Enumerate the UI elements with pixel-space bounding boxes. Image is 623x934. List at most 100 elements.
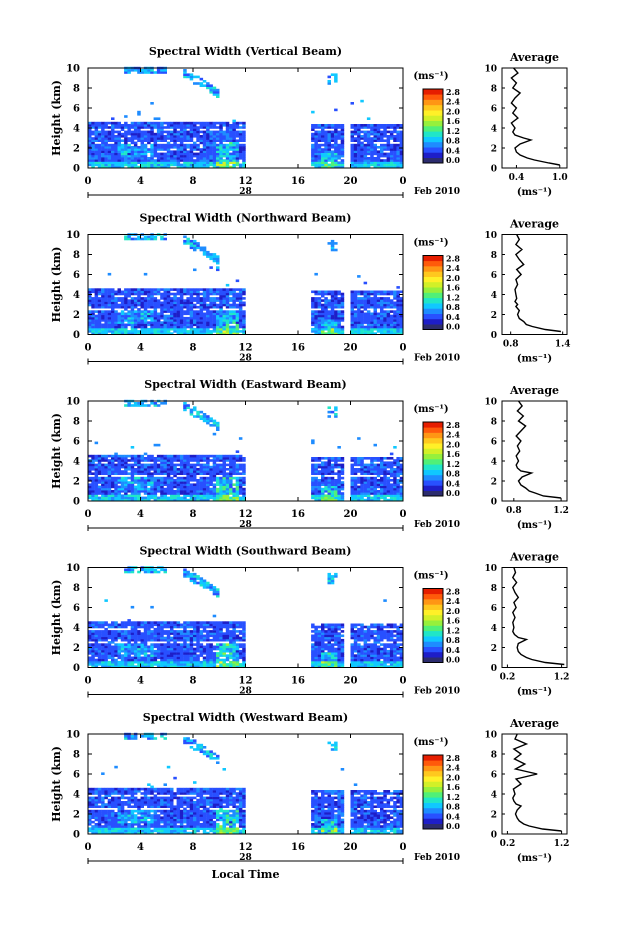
heatmap-cell	[183, 455, 187, 458]
heatmap-cell	[216, 488, 220, 491]
heatmap-cell	[177, 131, 181, 134]
heatmap-cell	[341, 310, 345, 313]
y-tick-label: 6	[73, 104, 80, 115]
heatmap-cell	[321, 457, 325, 460]
heatmap-cell	[390, 457, 394, 460]
heatmap-cell	[114, 122, 118, 125]
heatmap-cell	[154, 444, 158, 447]
profile-y-tick-label: 6	[491, 105, 497, 115]
heatmap-cell	[203, 313, 207, 316]
heatmap-cell	[396, 144, 400, 147]
colorbar-swatch	[423, 126, 443, 132]
heatmap-cell	[157, 288, 161, 291]
heatmap-cell	[196, 468, 200, 471]
heatmap-cell	[101, 477, 105, 480]
heatmap-cell	[387, 457, 391, 460]
heatmap-cell	[104, 122, 108, 125]
heatmap-cell	[223, 288, 227, 291]
heatmap-cell	[396, 457, 400, 460]
heatmap-cell	[144, 497, 148, 500]
heatmap-cell	[183, 299, 187, 302]
heatmap-cell	[311, 477, 315, 480]
profile-x-tick-label: 0.8	[503, 340, 519, 350]
heatmap-cell	[383, 144, 387, 147]
heatmap-cell	[190, 144, 194, 147]
heatmap-cell	[91, 131, 95, 134]
heatmap-cell	[232, 455, 236, 458]
heatmap-cell	[239, 330, 243, 333]
heatmap-cell	[108, 459, 112, 462]
heatmap-cell	[118, 131, 122, 134]
heatmap-cell	[328, 406, 332, 409]
colorbar-tick-label: 0.4	[446, 145, 460, 155]
heatmap-cell	[160, 302, 164, 305]
heatmap-cell	[131, 122, 135, 125]
heatmap-cell	[341, 124, 345, 127]
colorbar-swatch	[423, 319, 443, 325]
heatmap-cell	[121, 455, 125, 458]
heatmap-cell	[364, 477, 368, 480]
heatmap-cell	[328, 291, 332, 294]
heatmap-cell	[213, 455, 217, 458]
heatmap-cell	[186, 404, 190, 407]
profile-y-tick-label: 0	[491, 498, 497, 508]
colorbar-unit-label: (ms⁻¹)	[413, 238, 448, 249]
heatmap-cell	[324, 457, 328, 460]
heatmap-cell	[242, 131, 246, 134]
heatmap-cell	[95, 659, 99, 662]
heatmap-cell	[206, 122, 210, 125]
heatmap-cell	[328, 124, 332, 127]
heatmap-cell	[167, 455, 171, 458]
colorbar-swatch	[423, 308, 443, 314]
heatmap-cell	[370, 313, 374, 316]
heatmap-cell	[324, 297, 328, 300]
heatmap-cell	[124, 115, 128, 118]
panel-1: Spectral Width (Vertical Beam)0246810Hei…	[50, 45, 568, 198]
x-tick-label: 8	[190, 509, 197, 520]
heatmap-cell	[226, 455, 230, 458]
colorbar-tick-label: 1.2	[446, 459, 460, 469]
heatmap-cell	[242, 310, 246, 313]
heatmap-cell	[387, 470, 391, 473]
colorbar-tick-label: 2.0	[446, 106, 460, 116]
colorbar-swatch	[423, 287, 443, 293]
heatmap-cell	[357, 291, 361, 294]
heatmap-cell	[131, 464, 135, 467]
heatmap-cell	[137, 288, 141, 291]
heatmap-cell	[134, 122, 138, 125]
heatmap-cell	[127, 299, 130, 302]
heatmap-cell	[351, 477, 355, 480]
heatmap-cell	[393, 124, 397, 127]
heatmap-cell	[357, 468, 361, 471]
x-tick-label: 4	[137, 176, 144, 187]
date-day-label: 28	[239, 520, 252, 530]
heatmap-cell	[331, 144, 335, 147]
heatmap-cell	[232, 326, 236, 329]
y-tick-label: 8	[73, 84, 80, 95]
heatmap-cell	[377, 313, 381, 316]
heatmap-cell	[98, 131, 102, 134]
heatmap-cell	[121, 297, 125, 300]
heatmap-cell	[147, 455, 151, 458]
colorbar-swatch	[423, 89, 443, 95]
heatmap-cell	[206, 455, 210, 458]
heatmap-cell	[196, 144, 200, 147]
heatmap-cell	[127, 494, 130, 497]
heatmap-cell	[193, 310, 197, 313]
heatmap-cell	[193, 269, 197, 272]
heatmap-cell	[334, 413, 338, 416]
heatmap-cell	[124, 313, 128, 316]
heatmap-cell	[206, 304, 210, 307]
heatmap-cell	[357, 457, 361, 460]
heatmap-cell	[196, 479, 200, 482]
heatmap-cell	[190, 122, 194, 125]
profile-y-tick-label: 10	[484, 231, 497, 241]
heatmap-cell	[131, 455, 135, 458]
heatmap-cell	[334, 73, 338, 76]
heatmap-cell	[311, 297, 315, 300]
heatmap-cell	[127, 455, 130, 458]
heatmap-cell	[360, 457, 364, 460]
heatmap-cell	[104, 455, 108, 458]
colorbar-swatch	[423, 475, 443, 481]
heatmap-cell	[164, 131, 168, 134]
